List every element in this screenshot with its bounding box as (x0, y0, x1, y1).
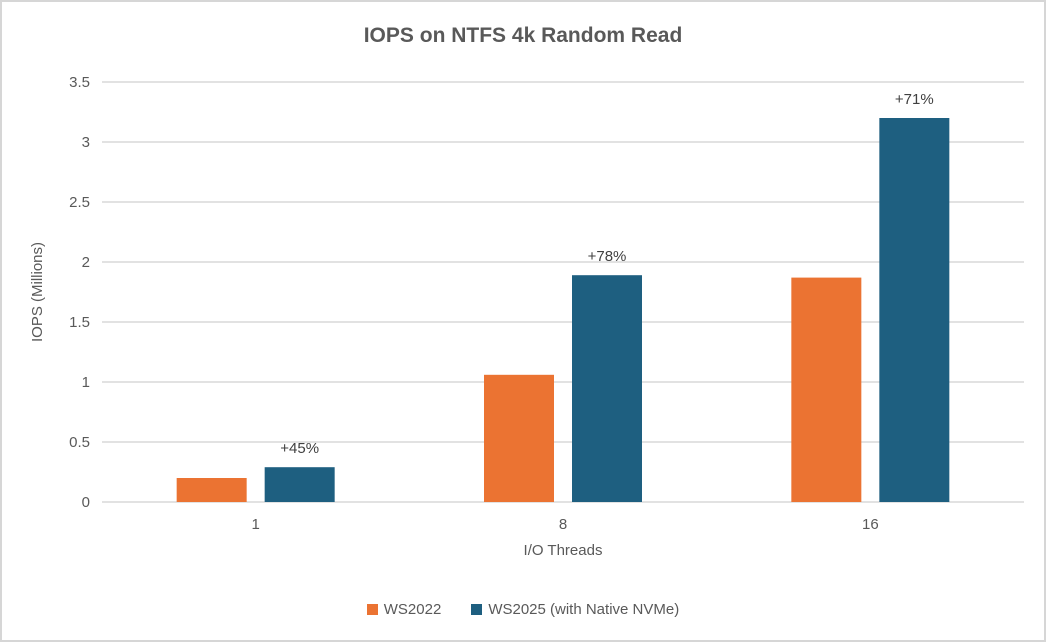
bar-ws2025-with-native-nvme-8 (572, 275, 642, 502)
bar-ws2022-8 (484, 374, 554, 502)
data-label-8: +78% (588, 248, 627, 265)
y-tick-label: 0.5 (69, 434, 90, 451)
x-tick-label: 1 (251, 516, 259, 533)
x-axis-title: I/O Threads (524, 542, 603, 559)
chart-title: IOPS on NTFS 4k Random Read (363, 24, 683, 47)
y-tick-label: 1 (82, 374, 90, 391)
legend-item-ws2025-with-native-nvme: WS2025 (with Native NVMe) (471, 601, 679, 618)
y-tick-label: 0 (82, 494, 90, 511)
legend-label: WS2022 (383, 601, 442, 618)
x-tick-label: 16 (862, 516, 879, 533)
bar-ws2025-with-native-nvme-16 (879, 118, 950, 502)
data-label-16: +71% (895, 91, 934, 108)
y-tick-label: 3.5 (69, 74, 90, 91)
bar-ws2022-16 (791, 277, 862, 502)
bar-ws2025-with-native-nvme-1 (264, 467, 335, 502)
bar-ws2022-1 (176, 478, 247, 502)
legend-swatch-icon (471, 604, 483, 615)
y-tick-label: 2.5 (69, 194, 90, 211)
y-tick-label: 1.5 (69, 314, 90, 331)
y-axis-title: IOPS (Millions) (29, 242, 46, 342)
y-tick-label: 3 (82, 134, 90, 151)
legend-swatch-icon (366, 604, 378, 615)
legend-label: WS2025 (with Native NVMe) (488, 601, 680, 618)
x-tick-label: 8 (559, 516, 567, 533)
y-tick-label: 2 (82, 254, 90, 271)
data-label-1: +45% (280, 440, 319, 457)
legend-item-ws2022: WS2022 (366, 601, 442, 618)
legend: WS2022 WS2025 (with Native NVMe) (2, 601, 1044, 618)
